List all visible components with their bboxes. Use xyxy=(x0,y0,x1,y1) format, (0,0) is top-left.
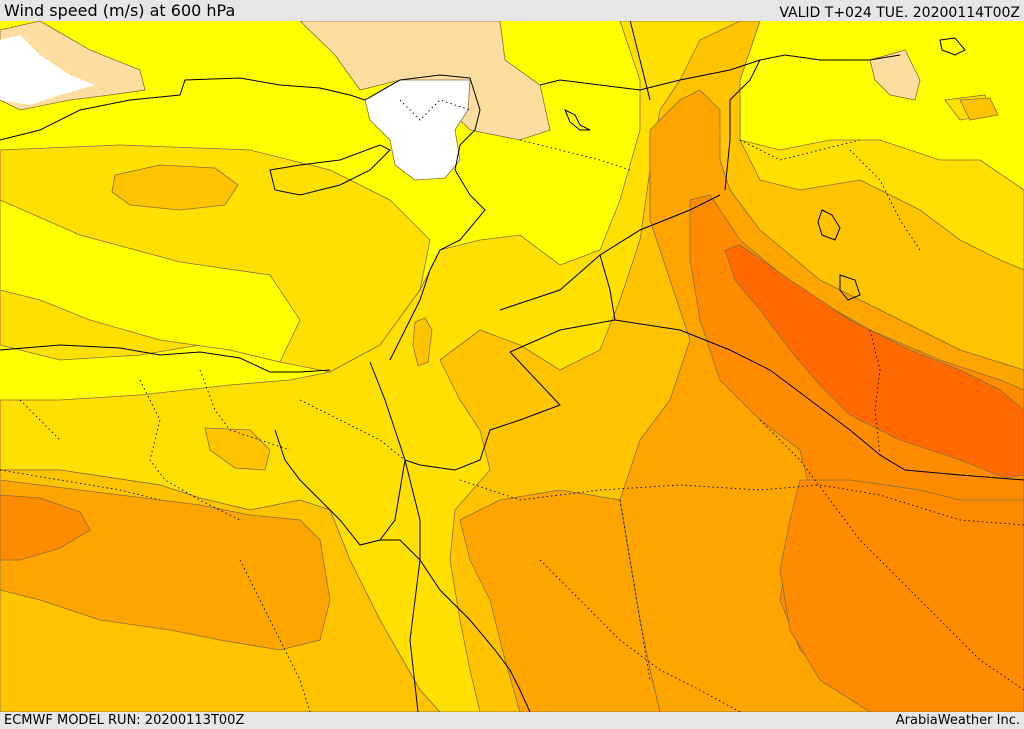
band-amber-lake xyxy=(204,427,271,471)
band-orange-southeast xyxy=(779,479,1024,712)
credit-label: ArabiaWeather Inc. xyxy=(895,713,1020,728)
lake-north xyxy=(564,108,591,131)
band-orange-light-southeast xyxy=(459,489,661,712)
lake-east-1 xyxy=(817,209,841,241)
band-white xyxy=(364,79,471,181)
lake-east-2 xyxy=(839,274,861,301)
band-white-nw xyxy=(0,35,95,105)
valid-time: VALID T+024 TUE. 20200114T00Z xyxy=(779,5,1020,21)
band-amber-blob xyxy=(111,164,239,211)
coastlines xyxy=(0,21,1024,712)
band-gold-west-2 xyxy=(0,199,301,363)
band-amber-ne xyxy=(959,97,999,121)
footer-bar: ECMWF MODEL RUN: 20200113T00Z ArabiaWeat… xyxy=(0,712,1024,729)
internal-boundaries xyxy=(0,99,1024,712)
band-light-east xyxy=(869,49,921,101)
wind-speed-map xyxy=(0,21,1024,712)
header-bar: Wind speed (m/s) at 600 hPa VALID T+024 … xyxy=(0,0,1024,21)
map-title: Wind speed (m/s) at 600 hPa xyxy=(4,1,236,20)
map-canvas xyxy=(0,21,1024,712)
model-run-label: ECMWF MODEL RUN: 20200113T00Z xyxy=(4,713,245,728)
band-orange-deep xyxy=(724,244,1024,479)
lake-ne xyxy=(939,37,966,56)
band-amber-strip xyxy=(412,317,433,367)
band-orange-west xyxy=(0,494,91,561)
